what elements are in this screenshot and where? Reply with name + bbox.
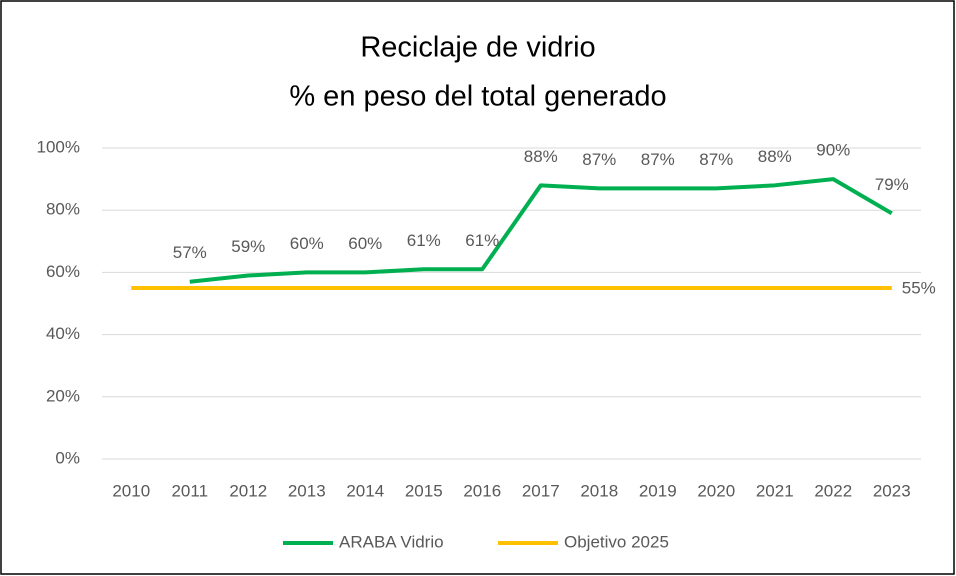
x-tick-label: 2021 — [756, 481, 794, 500]
x-tick-label: 2016 — [463, 481, 501, 500]
legend-label: ARABA Vidrio — [339, 532, 444, 551]
x-tick-label: 2019 — [639, 481, 677, 500]
y-tick-label: 20% — [46, 386, 80, 405]
x-tick-label: 2011 — [171, 481, 208, 500]
y-tick-label: 40% — [46, 324, 80, 343]
data-label: 88% — [524, 147, 558, 166]
data-label: 55% — [902, 278, 936, 297]
chart-subtitle: % en peso del total generado — [289, 81, 666, 113]
x-tick-label: 2023 — [873, 481, 911, 500]
data-label: 90% — [816, 141, 850, 160]
y-tick-label: 100% — [37, 137, 80, 156]
x-tick-label: 2010 — [112, 481, 150, 500]
data-label: 87% — [699, 150, 733, 169]
data-label: 60% — [348, 234, 382, 253]
line-series — [189, 177, 893, 284]
data-label: 79% — [875, 175, 909, 194]
data-label: 60% — [290, 234, 324, 253]
data-label: 61% — [407, 231, 441, 250]
x-tick-label: 2015 — [405, 481, 443, 500]
legend-label: Objetivo 2025 — [564, 532, 669, 551]
x-tick-label: 2022 — [814, 481, 852, 500]
data-label: 59% — [231, 237, 265, 256]
x-tick-label: 2018 — [580, 481, 618, 500]
x-tick-label: 2017 — [522, 481, 560, 500]
x-tick-label: 2012 — [229, 481, 267, 500]
x-tick-label: 2013 — [288, 481, 326, 500]
chart-title: Reciclaje de vidrio — [360, 32, 595, 64]
data-label: 87% — [582, 150, 616, 169]
data-label: 87% — [641, 150, 675, 169]
x-tick-label: 2020 — [697, 481, 735, 500]
data-label: 88% — [758, 147, 792, 166]
y-tick-label: 60% — [46, 262, 80, 281]
data-label: 61% — [465, 231, 499, 250]
x-tick-label: 2014 — [346, 481, 384, 500]
data-label: 57% — [173, 243, 207, 262]
y-tick-label: 80% — [46, 200, 80, 219]
y-tick-label: 0% — [55, 448, 80, 467]
